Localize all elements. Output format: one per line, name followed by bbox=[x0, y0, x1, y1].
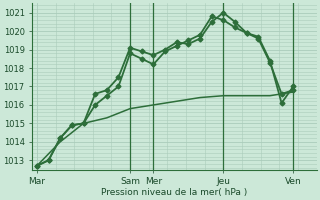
X-axis label: Pression niveau de la mer( hPa ): Pression niveau de la mer( hPa ) bbox=[101, 188, 247, 197]
